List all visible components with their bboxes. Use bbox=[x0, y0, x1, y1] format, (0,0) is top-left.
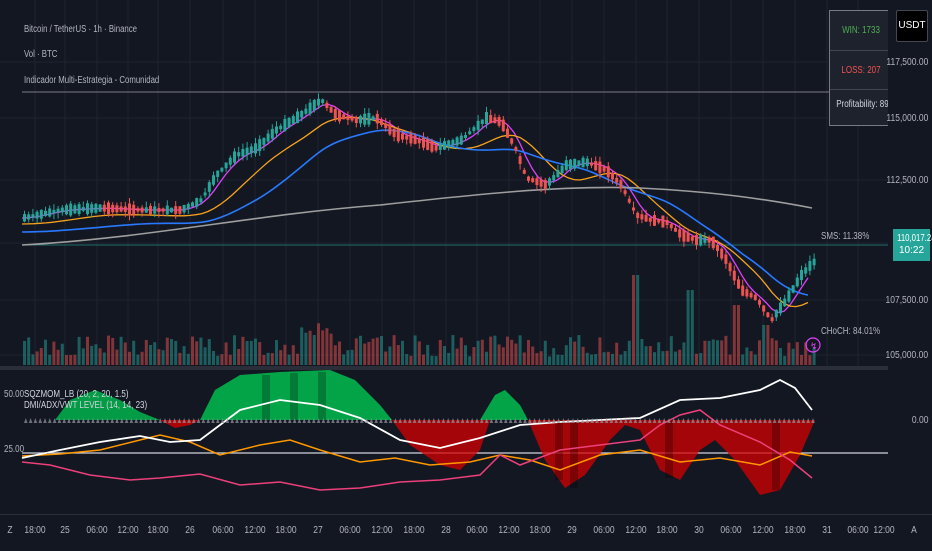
volume-bars bbox=[23, 275, 816, 365]
choch-marker-icon[interactable] bbox=[805, 337, 821, 353]
time-tick: 12:00 bbox=[752, 525, 774, 536]
price-tick: 112,500.00 bbox=[886, 175, 928, 186]
time-tick: 27 bbox=[313, 525, 323, 536]
time-tick: 12:00 bbox=[625, 525, 647, 536]
time-tick: 06:00 bbox=[720, 525, 742, 536]
svg-text:↯: ↯ bbox=[810, 341, 818, 351]
time-tick: 18:00 bbox=[656, 525, 678, 536]
squeeze-dots bbox=[24, 418, 815, 423]
price-tick: 105,000.00 bbox=[885, 350, 928, 361]
time-tick: 18:00 bbox=[529, 525, 551, 536]
currency-button[interactable]: USDT bbox=[896, 10, 928, 42]
time-tick: 06:00 bbox=[593, 525, 615, 536]
time-tick: 28 bbox=[441, 525, 451, 536]
oscillator-zero-tick: 0.00 bbox=[911, 415, 928, 426]
grid bbox=[0, 0, 888, 366]
pane-separator[interactable] bbox=[0, 366, 888, 370]
time-tick: 06:00 bbox=[339, 525, 361, 536]
win-count: WIN: 1733 bbox=[842, 25, 880, 36]
time-axis[interactable]: Z 18:00 25 06:00 12:00 18:00 26 06:00 12:00 18:00… bbox=[0, 514, 932, 551]
time-tick: 12:00 bbox=[244, 525, 266, 536]
volume-title[interactable]: Vol · BTC bbox=[24, 49, 58, 60]
osc-tick: 25.00 bbox=[4, 444, 25, 455]
time-tick: 31 bbox=[822, 525, 832, 536]
squeeze-histogram bbox=[55, 370, 815, 495]
time-tick: 06:00 bbox=[212, 525, 234, 536]
candles bbox=[23, 93, 816, 324]
sms-label: SMS: 11.38% bbox=[821, 231, 870, 242]
time-tick: 06:00 bbox=[847, 525, 869, 536]
time-tick: 30 bbox=[694, 525, 704, 536]
time-tick: Z bbox=[7, 525, 13, 536]
indicator-title[interactable]: Indicador Multi-Estrategia - Comunidad bbox=[24, 75, 160, 86]
dmi-title[interactable]: DMI/ADX/VWT LEVEL (14, 14, 23) bbox=[24, 400, 148, 411]
time-tick: 18:00 bbox=[147, 525, 169, 536]
time-tick: 12:00 bbox=[873, 525, 895, 536]
time-tick: 18:00 bbox=[784, 525, 806, 536]
current-price-tag: 110,017.24 10:22 bbox=[893, 229, 932, 261]
price-tick: 115,000.00 bbox=[886, 113, 928, 124]
current-price: 110,017.24 bbox=[897, 233, 932, 244]
price-chart[interactable]: ↯ bbox=[0, 0, 888, 366]
time-tick: 06:00 bbox=[86, 525, 108, 536]
sqzmom-title[interactable]: SQZMOM_LB (20, 2, 20, 1.5) bbox=[24, 389, 129, 400]
time-tick: 26 bbox=[185, 525, 195, 536]
time-tick: 12:00 bbox=[498, 525, 520, 536]
time-tick: 29 bbox=[567, 525, 577, 536]
moving-averages bbox=[21, 103, 813, 314]
profitability-value: Profitability: 89.33% bbox=[836, 99, 907, 110]
symbol-title[interactable]: Bitcoin / TetherUS · 1h · Binance bbox=[24, 24, 138, 35]
price-tick: 107,500.00 bbox=[885, 295, 928, 306]
time-tick: 18:00 bbox=[275, 525, 297, 536]
bar-countdown: 10:22 bbox=[898, 245, 925, 256]
time-tick: 12:00 bbox=[117, 525, 139, 536]
price-tick: 117,500.00 bbox=[886, 57, 928, 68]
dmi-lines bbox=[21, 378, 813, 491]
time-tick: 25 bbox=[60, 525, 70, 536]
time-tick: 18:00 bbox=[403, 525, 425, 536]
time-tick: 12:00 bbox=[371, 525, 393, 536]
choch-label: CHoCH: 84.01% bbox=[821, 326, 881, 337]
stats-panel: WIN: 1733 LOSS: 207 Profitability: 89.33… bbox=[829, 10, 907, 126]
loss-count: LOSS: 207 bbox=[841, 65, 881, 76]
time-tick: 06:00 bbox=[466, 525, 488, 536]
time-tick: A bbox=[911, 525, 917, 536]
oscillator-chart[interactable] bbox=[0, 370, 888, 514]
osc-tick: 50.00 bbox=[4, 389, 25, 400]
time-tick: 18:00 bbox=[24, 525, 46, 536]
